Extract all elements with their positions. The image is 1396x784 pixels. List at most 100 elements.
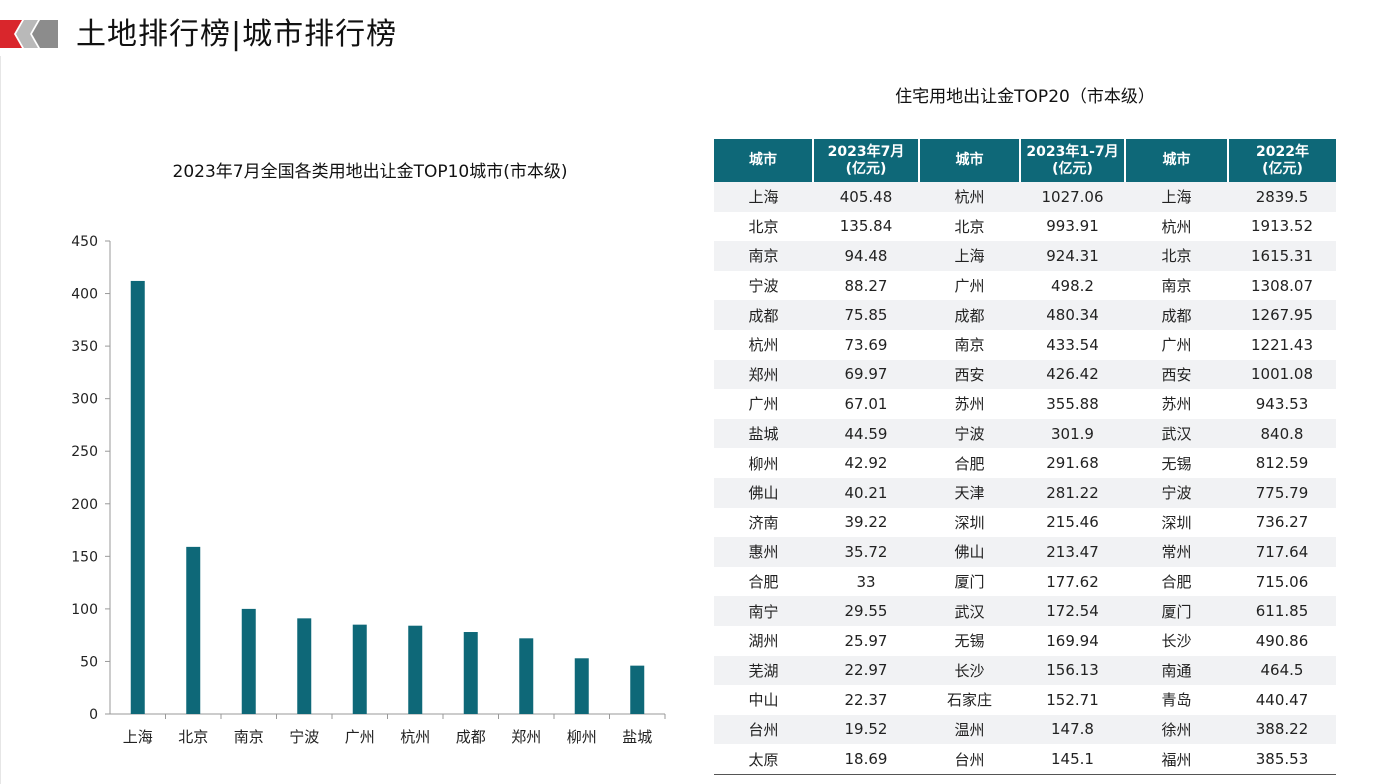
table-cell-city: 福州 [1125,744,1228,775]
table-cell-amount: 611.85 [1228,596,1336,626]
table-cell-city: 无锡 [1125,448,1228,478]
table-cell-city: 广州 [919,270,1020,301]
table-row: 佛山 40.21 天津 281.22 宁波 775.79 [714,477,1336,508]
table-header-text: 城市 [1162,152,1191,168]
table-row: 芜湖 22.97 长沙 156.13 南通 464.5 [714,655,1336,686]
y-tick-label: 100 [71,602,98,618]
table-row: 郑州 69.97 西安 426.42 西安 1001.08 [714,359,1336,390]
y-tick-label: 300 [71,392,98,408]
table-cell-city: 武汉 [1125,418,1228,449]
table-row: 广州 67.01 苏州 355.88 苏州 943.53 [714,389,1336,419]
table-cell-amount: 993.91 [1020,211,1125,242]
table-cell-amount: 812.59 [1228,448,1336,478]
table-header-text: (亿元) [1262,160,1303,177]
table-row: 中山 22.37 石家庄 152.71 青岛 440.47 [714,685,1336,715]
table-cell-amount: 22.97 [813,655,919,686]
table-header-cell: 2023年7月 (亿元) [812,139,919,182]
table-row: 成都 75.85 成都 480.34 成都 1267.95 [714,300,1336,330]
table-cell-city: 苏州 [919,389,1020,419]
table-cell-city: 杭州 [1125,211,1228,242]
table-cell-amount: 464.5 [1228,655,1336,686]
table-cell-city: 杭州 [919,182,1020,212]
table-row: 宁波 88.27 广州 498.2 南京 1308.07 [714,270,1336,301]
table-cell-amount: 29.55 [813,596,919,626]
table-cell-amount: 775.79 [1228,477,1336,508]
table-row: 杭州 73.69 南京 433.54 广州 1221.43 [714,329,1336,360]
table-cell-amount: 35.72 [813,537,919,567]
table-cell-city: 佛山 [714,477,813,508]
table-cell-amount: 42.92 [813,448,919,478]
x-tick-label: 柳州 [567,728,597,746]
table-cell-amount: 18.69 [813,744,919,775]
table-cell-city: 宁波 [714,270,813,301]
x-tick-label: 宁波 [289,728,319,746]
table-cell-city: 广州 [714,389,813,419]
table-cell-amount: 1001.08 [1228,359,1336,390]
bar-6 [408,625,423,714]
brand-logo-icon [0,20,58,48]
bar-8 [519,638,534,714]
table-cell-city: 青岛 [1125,685,1228,715]
x-tick-label: 上海 [123,728,153,746]
table-header-text: (亿元) [845,160,887,177]
x-tick-label: 北京 [178,728,208,746]
table-cell-city: 宁波 [1125,477,1228,508]
table-row: 太原 18.69 台州 145.1 福州 385.53 [714,744,1336,775]
table-cell-amount: 152.71 [1020,685,1125,715]
table-cell-amount: 145.1 [1020,744,1125,775]
table-cell-amount: 717.64 [1228,537,1336,567]
table-cell-amount: 1913.52 [1228,211,1336,242]
table-cell-amount: 736.27 [1228,507,1336,538]
table-cell-city: 南京 [919,329,1020,360]
table-cell-city: 深圳 [1125,507,1228,538]
table-header-text: (亿元) [1052,160,1093,177]
table-cell-city: 郑州 [714,359,813,390]
table-cell-city: 苏州 [1125,389,1228,419]
bar-7 [463,632,478,714]
table-row: 济南 39.22 深圳 215.46 深圳 736.27 [714,507,1336,538]
table-row: 南宁 29.55 武汉 172.54 厦门 611.85 [714,596,1336,626]
table-cell-city: 上海 [919,241,1020,271]
table-cell-city: 北京 [1125,241,1228,271]
table-row: 上海 405.48 杭州 1027.06 上海 2839.5 [714,182,1336,212]
table-cell-city: 盐城 [714,418,813,449]
bar-chart: 0 50 100 150 200 250 300 350 400 450 上海 北京 南京 宁波 广州 杭州… [71,234,666,746]
table-cell-amount: 135.84 [813,211,919,242]
chart-title: 2023年7月全国各类用地出让金TOP10城市(市本级) [172,162,568,182]
table-cell-city: 芜湖 [714,655,813,686]
table-cell-city: 长沙 [1125,625,1228,656]
table-header-text: 城市 [749,152,777,168]
x-tick-label: 盐城 [622,728,652,746]
table-cell-amount: 22.37 [813,685,919,715]
table-cell-city: 西安 [919,359,1020,390]
table-cell-amount: 840.8 [1228,418,1336,449]
table-cell-city: 惠州 [714,537,813,567]
table-cell-city: 北京 [919,211,1020,242]
table-row: 惠州 35.72 佛山 213.47 常州 717.64 [714,537,1336,567]
table-cell-city: 杭州 [714,329,813,360]
table-cell-amount: 426.42 [1020,359,1125,390]
table-cell-amount: 388.22 [1228,714,1336,745]
table-cell-amount: 213.47 [1020,537,1125,567]
table-cell-city: 深圳 [919,507,1020,538]
table-cell-city: 天津 [919,477,1020,508]
table-cell-city: 济南 [714,507,813,538]
x-tick-label: 南京 [234,728,264,746]
table-cell-amount: 40.21 [813,477,919,508]
table-cell-amount: 75.85 [813,300,919,330]
table-row: 盐城 44.59 宁波 301.9 武汉 840.8 [714,418,1336,449]
table-cell-amount: 147.8 [1020,714,1125,745]
table-cell-city: 成都 [1125,300,1228,330]
table-cell-city: 石家庄 [919,685,1020,715]
table-cell-city: 中山 [714,685,813,715]
y-tick-label: 400 [71,287,98,303]
x-tick-label: 广州 [345,728,375,746]
x-tick-label: 郑州 [511,728,541,746]
table-cell-city: 成都 [714,300,813,330]
table-row: 北京 135.84 北京 993.91 杭州 1913.52 [714,211,1336,242]
table-header-cell: 城市 [1124,139,1228,182]
table-cell-city: 台州 [919,744,1020,775]
table-cell-city: 广州 [1125,329,1228,360]
table-header-text: 城市 [955,152,984,168]
table-cell-city: 长沙 [919,655,1020,686]
